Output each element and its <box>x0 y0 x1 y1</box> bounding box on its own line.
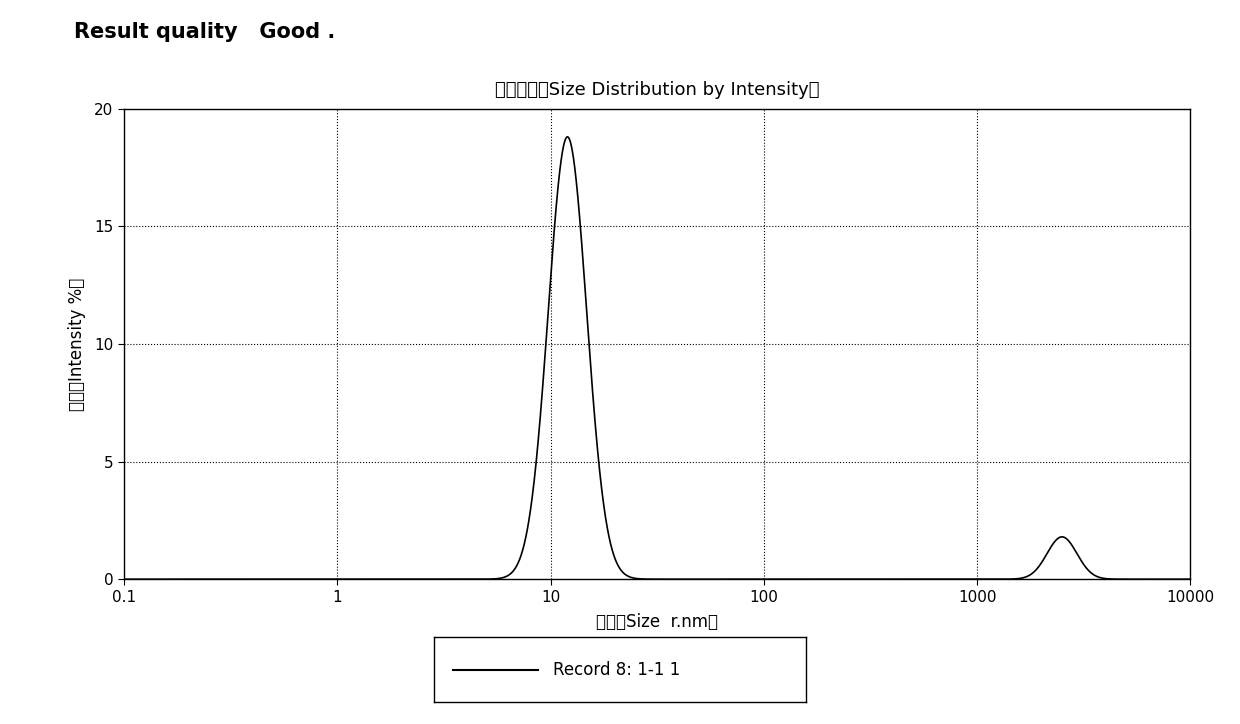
Text: Result quality   Good .: Result quality Good . <box>74 22 336 42</box>
Title: 粒径分布（Size Distribution by Intensity）: 粒径分布（Size Distribution by Intensity） <box>495 80 820 98</box>
Y-axis label: 强度（Intensity %）: 强度（Intensity %） <box>68 277 86 411</box>
Text: Record 8: 1-1 1: Record 8: 1-1 1 <box>553 661 681 678</box>
X-axis label: 粄径（Size  r.nm）: 粄径（Size r.nm） <box>596 613 718 631</box>
